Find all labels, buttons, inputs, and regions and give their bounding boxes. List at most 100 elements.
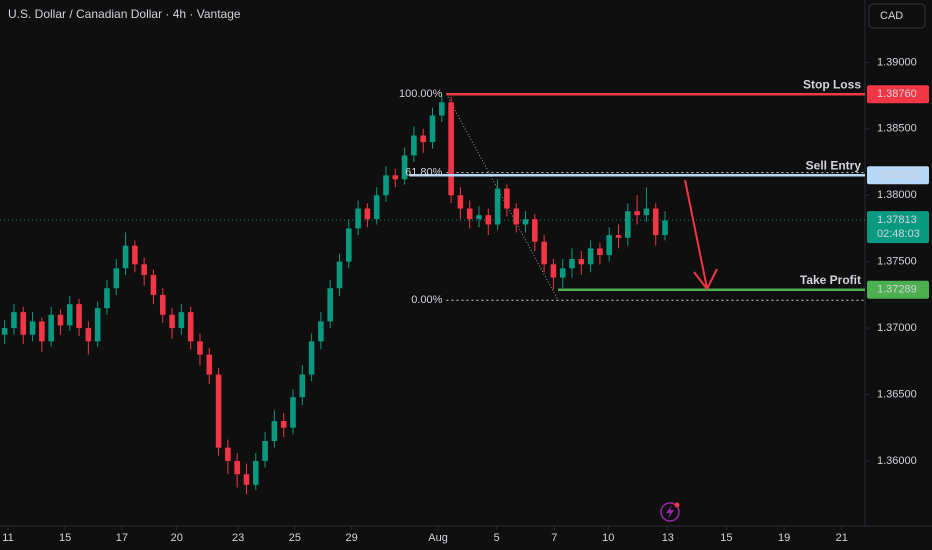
candle-body [243, 474, 250, 485]
candle-body [597, 248, 603, 256]
candle-body [308, 341, 315, 375]
candle-body [187, 312, 194, 342]
y-tick-label: 1.37500 [877, 256, 917, 268]
candle-body [271, 421, 278, 441]
candle-body [234, 460, 240, 475]
candle-body [169, 314, 175, 329]
price-tag [867, 166, 929, 185]
candle-body [299, 374, 306, 398]
y-tick-label: 1.38500 [877, 123, 917, 135]
price-tag-label: 1.38760 [877, 88, 917, 100]
icon-dot[interactable] [674, 502, 680, 508]
arrow-head [693, 268, 718, 291]
candle-body [364, 208, 371, 220]
candle-body [159, 294, 166, 315]
candle-body [643, 208, 650, 216]
candle-body [1, 328, 8, 335]
candle-body [66, 304, 73, 326]
icon-ring[interactable] [660, 502, 680, 522]
candle-body [401, 155, 408, 180]
candle-body [178, 312, 185, 329]
candle-body [559, 268, 566, 278]
candle-body [262, 440, 268, 461]
candle-body [150, 274, 157, 295]
price-tag-label: 1.37813 [877, 214, 917, 226]
y-tick-label: 1.37000 [877, 322, 917, 334]
candle-body [532, 219, 538, 242]
candle-body [373, 195, 380, 220]
candle-body [606, 235, 613, 256]
x-tick-label: 13 [662, 532, 674, 544]
x-tick-label: 25 [289, 532, 301, 544]
candle-body [336, 261, 343, 289]
candle-body [280, 421, 287, 428]
candle-body [197, 341, 203, 355]
candle-body [615, 235, 622, 238]
candle-body [578, 259, 585, 265]
candle-body [652, 208, 659, 236]
y-tick-label: 1.36000 [877, 455, 917, 467]
candle-body [439, 102, 445, 116]
x-tick-label: 17 [116, 532, 128, 544]
candle-body [504, 188, 510, 209]
candle-body [448, 102, 454, 196]
price-tag [867, 280, 929, 299]
x-tick-label: 21 [836, 532, 848, 544]
price-tag [867, 85, 929, 104]
candle-body [429, 115, 436, 143]
price-tag [867, 211, 929, 244]
candle-body [252, 460, 259, 485]
x-tick-label: 23 [232, 532, 244, 544]
x-tick-label: Aug [428, 532, 448, 544]
x-tick-label: 10 [602, 532, 614, 544]
candle-body [383, 175, 389, 196]
candle-body [76, 304, 82, 329]
x-tick-label: 15 [720, 532, 732, 544]
icon[interactable] [660, 502, 680, 522]
currency-button[interactable] [868, 3, 926, 29]
candle-body [11, 312, 17, 329]
candle-body [513, 208, 519, 225]
candle-body [48, 314, 54, 342]
chart-title: U.S. Dollar / Canadian Dollar · 4h · Van… [8, 7, 241, 21]
y-tick-label: 1.39000 [877, 56, 917, 68]
arrow-shaft [684, 179, 708, 289]
candle-body [57, 314, 64, 326]
candle-body [122, 245, 129, 269]
candle-body [346, 228, 352, 262]
candle-body [29, 321, 36, 335]
x-tick-label: 11 [2, 532, 13, 544]
candle-body [411, 135, 417, 156]
candle-body [39, 321, 45, 342]
candle-body [141, 264, 147, 275]
candle-body [420, 135, 426, 143]
level-name: Take Profit [800, 273, 861, 287]
candle-body [94, 308, 101, 342]
countdown: 02:48:03 [877, 228, 920, 240]
level-name: Sell Entry [806, 158, 862, 172]
candle-body [541, 241, 547, 265]
icon-bolt[interactable] [666, 505, 674, 519]
price-tag-label: 1.37289 [877, 284, 917, 296]
candle-body [290, 397, 296, 428]
candle-body [355, 208, 361, 229]
price-tag-label: 1.38151 [877, 169, 917, 181]
candle-body [104, 288, 110, 309]
x-tick-label: 29 [345, 532, 357, 544]
candle-body [569, 259, 575, 269]
candle-body [206, 354, 213, 375]
fib-trend [446, 94, 559, 301]
candle-body [327, 288, 333, 322]
level-name: Stop Loss [803, 77, 861, 91]
fib-label: 100.00% [399, 88, 443, 100]
candle-body [476, 215, 482, 220]
x-tick-label: 15 [59, 532, 71, 544]
arrow [684, 179, 718, 291]
candle-body [634, 211, 640, 216]
candle-body [457, 195, 464, 209]
candle-body [587, 248, 594, 265]
candle-body [20, 312, 27, 335]
currency-label[interactable]: CAD [880, 10, 903, 22]
fib-label: 61.80% [405, 167, 443, 179]
x-tick-label: 7 [551, 532, 557, 544]
